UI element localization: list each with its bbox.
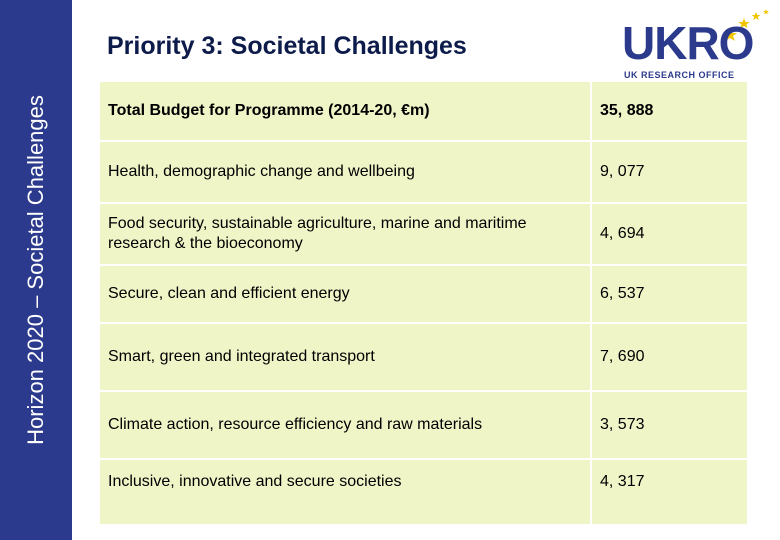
budget-table: Total Budget for Programme (2014-20, €m)… [100, 82, 747, 526]
stars-icon [723, 9, 769, 41]
ukro-logo: UKRO UK RESEARCH OFFICE [620, 6, 770, 82]
table-row: Climate action, resource efficiency and … [100, 392, 747, 458]
row-value: 3, 573 [592, 392, 747, 458]
row-value: 4, 317 [592, 460, 747, 524]
table-row: Food security, sustainable agriculture, … [100, 204, 747, 264]
row-value: 6, 537 [592, 266, 747, 322]
table-row: Smart, green and integrated transport 7,… [100, 324, 747, 390]
sidebar-title: Horizon 2020 – Societal Challenges [23, 95, 48, 445]
table-header-row: Total Budget for Programme (2014-20, €m)… [100, 82, 747, 140]
table-row: Inclusive, innovative and secure societi… [100, 460, 747, 524]
row-value: 9, 077 [592, 142, 747, 202]
table-row: Secure, clean and efficient energy 6, 53… [100, 266, 747, 322]
logo-subtitle: UK RESEARCH OFFICE [624, 70, 735, 80]
page-title: Priority 3: Societal Challenges [107, 32, 467, 60]
table-row: Health, demographic change and wellbeing… [100, 142, 747, 202]
row-label: Climate action, resource efficiency and … [100, 392, 590, 458]
row-label: Inclusive, innovative and secure societi… [100, 460, 590, 524]
sidebar: Horizon 2020 – Societal Challenges [0, 0, 72, 540]
row-label: Health, demographic change and wellbeing [100, 142, 590, 202]
row-value: 7, 690 [592, 324, 747, 390]
row-label: Smart, green and integrated transport [100, 324, 590, 390]
row-label: Secure, clean and efficient energy [100, 266, 590, 322]
row-label: Food security, sustainable agriculture, … [100, 204, 590, 264]
header-value: 35, 888 [592, 82, 747, 140]
header-label: Total Budget for Programme (2014-20, €m) [100, 82, 590, 140]
row-value: 4, 694 [592, 204, 747, 264]
logo-wordmark: UKRO [622, 17, 754, 69]
